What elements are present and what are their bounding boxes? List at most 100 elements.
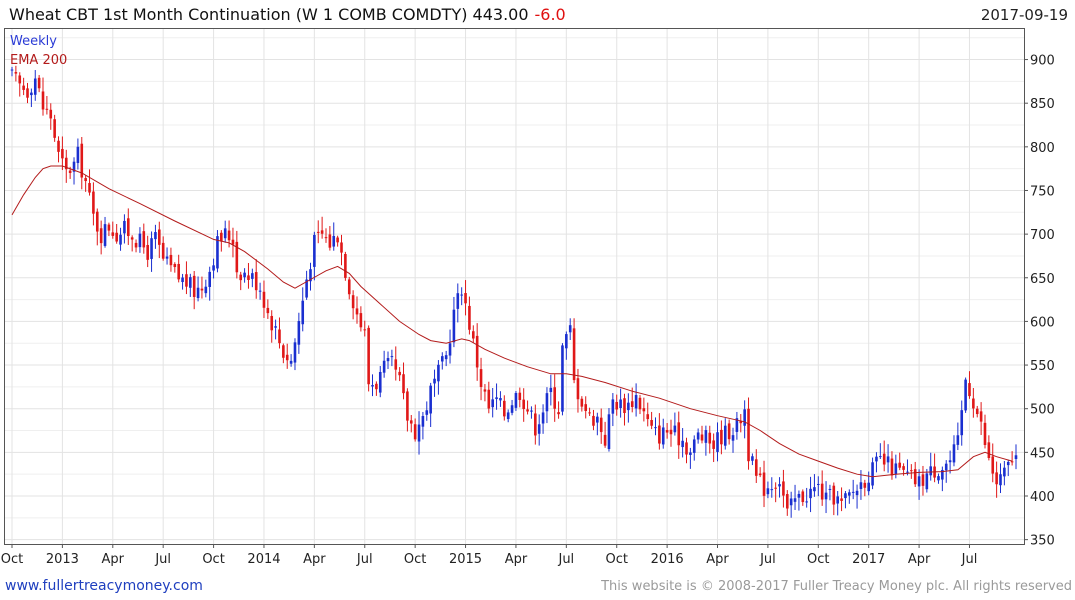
candle-body (378, 371, 382, 393)
x-tick-label: 2014 (247, 552, 280, 567)
candle-body (340, 242, 343, 253)
x-tick-label: Apr (706, 552, 729, 567)
candle (611, 393, 615, 427)
candle (468, 296, 471, 335)
candle (658, 413, 661, 450)
legend-ema-200: EMA 200 (10, 53, 67, 68)
candle (673, 412, 677, 436)
candle (487, 381, 491, 414)
candle (514, 390, 518, 411)
candle-body (793, 498, 797, 502)
candle-body (991, 456, 995, 474)
candle-body (351, 295, 355, 309)
candle-body (150, 238, 153, 259)
candle (80, 137, 84, 190)
candle-body (743, 409, 746, 426)
candle (266, 299, 270, 319)
candle (371, 374, 374, 397)
candle-body (987, 442, 991, 459)
candle-body (495, 397, 498, 400)
candle-body (440, 356, 444, 362)
candle (239, 271, 243, 291)
candle-body (913, 469, 917, 485)
candle (654, 417, 657, 436)
candle (828, 484, 832, 501)
candle-body (95, 211, 99, 232)
candle-body (437, 364, 440, 382)
candle-body (154, 232, 157, 240)
candle-body (130, 237, 134, 240)
candle (382, 350, 386, 378)
candle-body (646, 414, 650, 420)
candle (293, 338, 297, 371)
candle (223, 220, 227, 243)
candle (948, 450, 952, 474)
candle-body (514, 392, 518, 408)
candle (386, 351, 390, 370)
candle-body (681, 440, 684, 448)
candle-body (658, 425, 661, 444)
candle (851, 479, 855, 500)
candle (910, 464, 913, 479)
candle (692, 435, 696, 461)
candle-body (1010, 461, 1014, 463)
candle-body (487, 389, 491, 409)
candle-body (789, 498, 793, 506)
candle (351, 290, 355, 320)
candle (661, 418, 665, 449)
candle (336, 235, 339, 247)
candle-body (720, 429, 723, 445)
candle-body (704, 430, 708, 443)
candle (161, 236, 165, 261)
candle (623, 393, 626, 426)
candle (216, 230, 219, 273)
candle (886, 444, 890, 473)
candle (968, 371, 971, 399)
candle-body (778, 484, 781, 487)
candle (890, 451, 894, 480)
footer-site-link[interactable]: www.fullertreacymoney.com (5, 578, 203, 594)
candle-body (262, 291, 266, 308)
candle (359, 306, 363, 332)
candle (580, 396, 584, 412)
candle-body (119, 234, 122, 245)
x-tick-label: Apr (908, 552, 931, 567)
candle-body (212, 265, 215, 271)
candle (952, 435, 956, 467)
candle-body (61, 148, 64, 159)
candle (76, 138, 80, 170)
candle-body (611, 399, 615, 414)
candle-body (758, 473, 762, 476)
candle (917, 469, 921, 500)
candle (700, 425, 704, 444)
candle (154, 224, 157, 249)
candle-body (712, 440, 715, 449)
x-tick-label: Jul (154, 552, 171, 567)
candlesticks (10, 65, 1018, 518)
candle-body (10, 69, 14, 71)
candle (906, 459, 909, 476)
candle (483, 384, 487, 402)
candle (1010, 451, 1014, 466)
candle (983, 414, 987, 449)
candle-body (192, 275, 196, 297)
candle-body (995, 472, 998, 485)
candle-body (115, 232, 118, 242)
candle-body (293, 342, 297, 363)
candle-body (452, 309, 456, 343)
candle-body (367, 327, 370, 385)
candle-body (123, 220, 126, 234)
candle-body (84, 178, 87, 182)
candle-body (68, 170, 72, 174)
candle-body (460, 294, 463, 296)
candle-body (235, 241, 239, 273)
candle (642, 397, 646, 422)
candle (289, 354, 293, 367)
candle (615, 394, 619, 416)
candle-body (491, 399, 494, 408)
candle (677, 411, 681, 459)
candle-body (828, 488, 832, 490)
candle-body (18, 75, 22, 84)
candle (568, 318, 572, 340)
candle (61, 136, 64, 171)
